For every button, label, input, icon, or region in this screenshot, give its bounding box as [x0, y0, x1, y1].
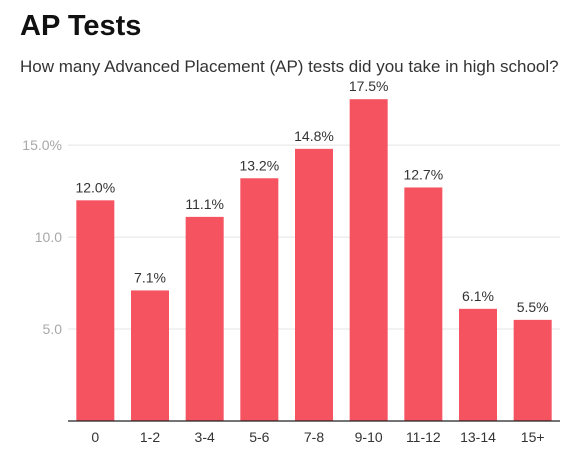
x-tick-label-7-8: 7-8: [304, 429, 324, 445]
data-label-1-2: 7.1%: [134, 269, 166, 285]
bar-15+: [513, 319, 552, 421]
bar-0: [76, 200, 115, 421]
x-tick-label-15+: 15+: [521, 429, 545, 445]
data-label-5-6: 13.2%: [239, 157, 279, 173]
x-tick-label-9-10: 9-10: [355, 429, 383, 445]
bar-3-4: [185, 216, 224, 421]
data-label-0: 12.0%: [75, 179, 115, 195]
chart-title: AP Tests: [20, 10, 142, 42]
bar-1-2: [131, 290, 169, 421]
data-label-15+: 5.5%: [517, 299, 549, 315]
y-tick-label: 15.0%: [22, 137, 62, 153]
data-label-11-12: 12.7%: [403, 166, 443, 182]
data-label-7-8: 14.8%: [294, 128, 334, 144]
x-tick-label-0: 0: [91, 429, 99, 445]
bar-13-14: [459, 308, 497, 421]
x-tick-label-1-2: 1-2: [140, 429, 160, 445]
bar-9-10: [349, 99, 388, 421]
chart-subtitle: How many Advanced Placement (AP) tests d…: [20, 57, 559, 76]
bars: [76, 99, 552, 421]
bar-5-6: [240, 178, 279, 421]
x-axis-ticks: 0 1-2 3-4 5-6 7-8 9-10 11-12 13-14 15+: [91, 429, 544, 445]
x-tick-label-13-14: 13-14: [460, 429, 496, 445]
y-tick-label: 5.0: [43, 321, 63, 337]
x-tick-label-5-6: 5-6: [249, 429, 269, 445]
bar-7-8: [295, 148, 333, 421]
y-tick-label: 10.0: [35, 229, 62, 245]
data-label-13-14: 6.1%: [462, 288, 494, 304]
data-labels: 12.0% 7.1% 11.1% 13.2% 14.8% 17.5% 12.7% 6.1% 5.…: [75, 78, 548, 315]
bar-11-12: [404, 187, 443, 421]
data-label-3-4: 11.1%: [185, 196, 224, 212]
x-tick-label-3-4: 3-4: [195, 429, 215, 445]
data-label-9-10: 17.5%: [349, 78, 389, 94]
y-axis-ticks: 5.0 10.0 15.0%: [22, 137, 62, 337]
x-tick-label-11-12: 11-12: [406, 429, 441, 445]
